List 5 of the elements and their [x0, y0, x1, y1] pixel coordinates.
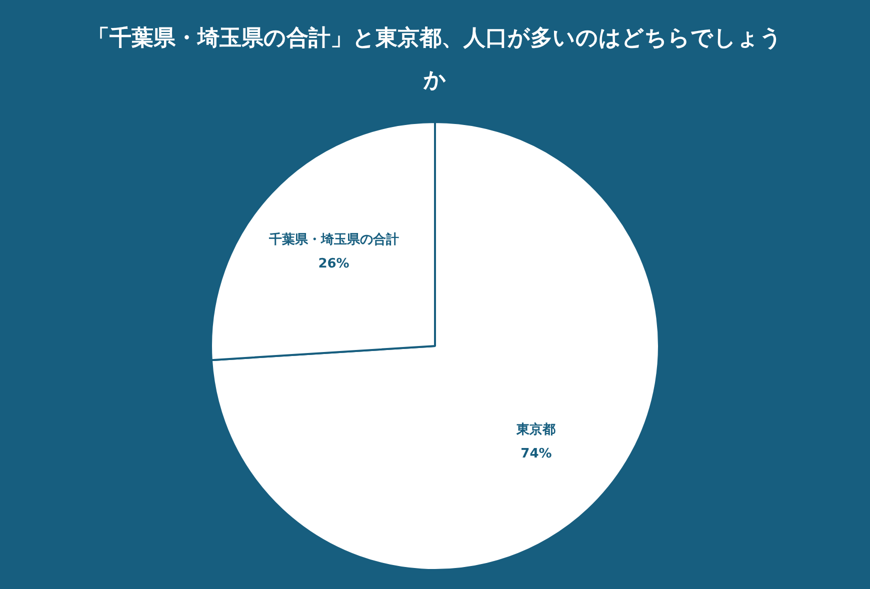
- slice-label: 東京都: [516, 421, 556, 438]
- data-label: 26%: [318, 256, 350, 272]
- slice-label: 千葉県・埼玉県の合計: [268, 231, 399, 248]
- chart-title: 「千葉県・埼玉県の合計」と東京都、人口が多いのはどちらでしょうか: [86, 25, 784, 95]
- data-label: 74%: [520, 446, 552, 462]
